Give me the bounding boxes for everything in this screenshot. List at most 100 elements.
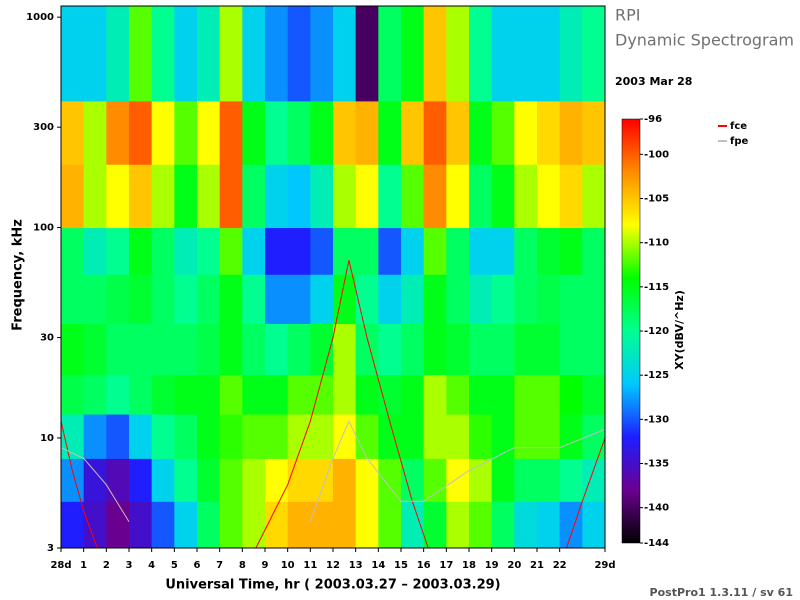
chart-title: RPI (615, 6, 640, 25)
colorbar-tick-label: -140 (644, 503, 669, 514)
heatmap-cell (559, 100, 583, 165)
heatmap-cell (446, 458, 470, 502)
heatmap-cell (151, 458, 175, 502)
heatmap-cell (219, 501, 243, 549)
heatmap-cell (355, 227, 379, 275)
heatmap-cell (174, 227, 198, 275)
heatmap-cell (423, 164, 447, 229)
x-tick-label: 3 (126, 560, 133, 571)
heatmap-cell (469, 501, 493, 549)
heatmap-cell (242, 274, 266, 325)
heatmap-cell (265, 458, 289, 502)
heatmap-cell (446, 274, 470, 325)
heatmap-cell (287, 374, 311, 415)
heatmap-cell (310, 6, 334, 102)
heatmap-cell (378, 323, 402, 376)
heatmap-cell (151, 227, 175, 275)
heatmap-cell (378, 374, 402, 415)
heatmap-cell (197, 414, 221, 459)
heatmap-cell (174, 274, 198, 325)
heatmap-cell (333, 6, 357, 102)
heatmap-cell (514, 323, 538, 376)
heatmap-cell (310, 458, 334, 502)
heatmap-cell (106, 458, 130, 502)
heatmap-cell (106, 414, 130, 459)
heatmap-cell (423, 274, 447, 325)
heatmap-cell (310, 414, 334, 459)
heatmap-cell (469, 414, 493, 459)
heatmap-cell (174, 6, 198, 102)
heatmap-cell (106, 164, 130, 229)
heatmap-cell (129, 100, 153, 165)
heatmap-cell (537, 100, 561, 165)
heatmap-cell (61, 274, 85, 325)
heatmap-cell (355, 100, 379, 165)
heatmap-cell (537, 458, 561, 502)
heatmap-cell (151, 6, 175, 102)
x-tick-label: 21 (530, 560, 544, 571)
heatmap-cell (378, 227, 402, 275)
heatmap-cell (582, 501, 606, 549)
heatmap-cell (401, 414, 425, 459)
heatmap-cell (129, 374, 153, 415)
heatmap-cell (378, 274, 402, 325)
heatmap-cell (423, 501, 447, 549)
colorbar-tick-label: -125 (644, 370, 669, 381)
heatmap-cell (378, 501, 402, 549)
heatmap-cell (559, 164, 583, 229)
heatmap-cell (197, 227, 221, 275)
heatmap-cell (469, 458, 493, 502)
x-tick-label: 15 (394, 560, 408, 571)
heatmap-cell (514, 414, 538, 459)
heatmap-cell (491, 374, 515, 415)
heatmap-cell (106, 227, 130, 275)
heatmap-cell (537, 274, 561, 325)
heatmap-cell (174, 501, 198, 549)
heatmap-cell (287, 274, 311, 325)
heatmap-cell (491, 274, 515, 325)
heatmap-cell (469, 274, 493, 325)
y-axis-label: Frequency, kHz (11, 219, 26, 331)
heatmap-cell (401, 227, 425, 275)
heatmap-cell (129, 227, 153, 275)
x-tick-label: 6 (194, 560, 201, 571)
heatmap-cell (61, 458, 85, 502)
heatmap-cell (61, 501, 85, 549)
colorbar-tick-label: -115 (644, 282, 669, 293)
heatmap-cell (83, 100, 107, 165)
heatmap-cell (423, 6, 447, 102)
heatmap-cell (287, 100, 311, 165)
heatmap-cell (151, 374, 175, 415)
heatmap-cell (197, 100, 221, 165)
heatmap-cell (446, 6, 470, 102)
heatmap-cell (559, 414, 583, 459)
heatmap-cell (514, 274, 538, 325)
heatmap-cell (287, 414, 311, 459)
heatmap-cell (310, 374, 334, 415)
heatmap-cell (401, 374, 425, 415)
x-tick-label: 4 (148, 560, 155, 571)
x-axis-label: Universal Time, hr ( 2003.03.27 – 2003.0… (165, 578, 500, 593)
heatmap-cell (151, 274, 175, 325)
heatmap-cell (310, 323, 334, 376)
heatmap-cell (287, 227, 311, 275)
colorbar-tick-label: -130 (644, 414, 669, 425)
heatmap-cell (174, 414, 198, 459)
heatmap-cell (242, 374, 266, 415)
heatmap-cell (333, 100, 357, 165)
heatmap-cell (151, 100, 175, 165)
heatmap-cell (106, 374, 130, 415)
heatmap-cell (423, 374, 447, 415)
y-tick-label: 1000 (26, 12, 54, 23)
heatmap-cell (423, 227, 447, 275)
heatmap-cell (265, 227, 289, 275)
heatmap-cell (582, 374, 606, 415)
heatmap-cell (446, 374, 470, 415)
heatmap-cell (355, 274, 379, 325)
colorbar-tick-label: -96 (644, 114, 662, 125)
heatmap-cell (129, 274, 153, 325)
date-label: 2003 Mar 28 (615, 75, 692, 88)
heatmap-cell (106, 323, 130, 376)
heatmap-cell (219, 458, 243, 502)
